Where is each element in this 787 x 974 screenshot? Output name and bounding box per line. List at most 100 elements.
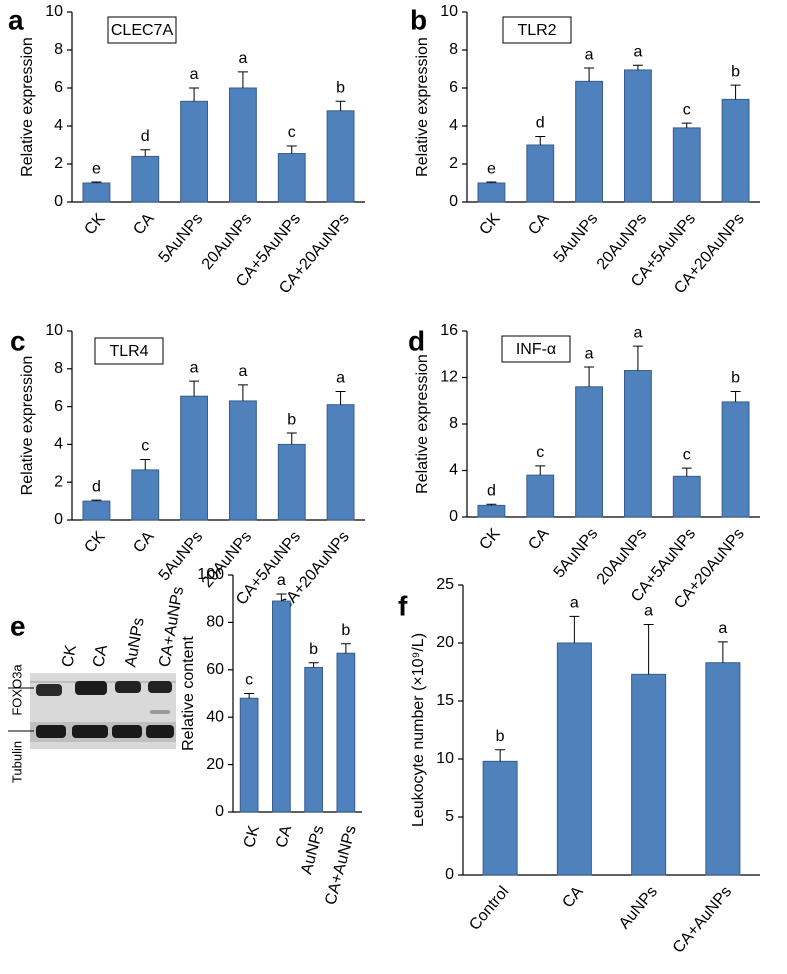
- error-bar: [286, 432, 297, 445]
- bar: [477, 504, 506, 518]
- error-bar: [308, 662, 319, 668]
- significance-letter: b: [731, 370, 740, 387]
- y-tick-label: 5: [445, 808, 454, 825]
- lane-label: CA: [90, 643, 111, 668]
- significance-letter: d: [92, 478, 101, 495]
- y-tick-label: 8: [449, 41, 458, 58]
- significance-letter: b: [341, 622, 350, 639]
- significance-letter: e: [92, 160, 101, 177]
- protein-label: FOXO3a: [9, 664, 24, 716]
- bar: [482, 760, 518, 876]
- significance-letter: a: [277, 572, 286, 589]
- y-tick-label: 0: [449, 193, 458, 210]
- panel-label: f: [398, 590, 408, 621]
- y-tick-label: 8: [449, 415, 458, 432]
- blot-band: [72, 725, 108, 738]
- significance-letter: c: [683, 101, 691, 118]
- significance-letter: a: [190, 66, 199, 83]
- bar: [556, 642, 592, 876]
- significance-letter: b: [731, 63, 740, 80]
- blot-band: [115, 681, 141, 693]
- error-bar: [286, 145, 297, 154]
- bar: [623, 69, 652, 203]
- x-tick-label: CA: [525, 525, 553, 553]
- bar: [131, 469, 160, 521]
- bar: [180, 395, 209, 521]
- y-tick-label: 10: [45, 322, 63, 339]
- lane-label: CK: [59, 643, 80, 668]
- bar: [575, 80, 604, 203]
- y-axis-label: Relative expression: [19, 356, 36, 496]
- bar: [721, 98, 750, 203]
- error-bar: [91, 499, 102, 502]
- blot-band: [148, 681, 172, 693]
- y-axis-label: Leukocyte number (×10⁹/L): [410, 633, 427, 827]
- error-bar: [569, 615, 580, 643]
- error-bar: [495, 749, 506, 762]
- y-tick-label: 4: [54, 117, 63, 134]
- error-bar: [189, 87, 200, 102]
- y-tick-label: 80: [206, 614, 224, 631]
- error-bar: [335, 100, 346, 111]
- error-bar: [140, 459, 151, 470]
- bar: [526, 474, 555, 518]
- y-tick-label: 60: [206, 661, 224, 678]
- x-tick-label: CK: [81, 210, 109, 238]
- x-tick-label: CA+AuNPs: [322, 824, 359, 907]
- blot-band: [36, 725, 66, 738]
- significance-letter: a: [585, 345, 594, 362]
- significance-letter: a: [238, 50, 247, 67]
- bar: [326, 110, 355, 203]
- x-tick-label: AuNPs: [616, 883, 661, 932]
- error-bar: [340, 643, 351, 654]
- error-bar: [632, 64, 643, 70]
- error-bar: [486, 503, 497, 506]
- blot-image: [8, 673, 176, 749]
- bar: [672, 127, 701, 203]
- y-tick-label: 8: [54, 41, 63, 58]
- y-tick-label: 40: [206, 708, 224, 725]
- significance-letter: a: [585, 46, 594, 63]
- bar: [131, 155, 160, 203]
- y-tick-label: 4: [449, 462, 458, 479]
- x-tick-label: CK: [476, 210, 504, 238]
- x-tick-label: CA: [130, 210, 158, 238]
- bar: [672, 475, 701, 518]
- bar: [272, 600, 291, 813]
- error-bar: [276, 593, 287, 602]
- bar: [277, 153, 306, 203]
- significance-letter: c: [683, 446, 691, 463]
- bar: [304, 666, 323, 813]
- y-tick-label: 2: [54, 155, 63, 172]
- y-tick-label: 2: [449, 155, 458, 172]
- chart-title: TLR2: [517, 22, 556, 39]
- y-tick-label: 2: [54, 473, 63, 490]
- significance-letter: a: [633, 324, 642, 341]
- error-bar: [237, 384, 248, 401]
- error-bar: [237, 71, 248, 88]
- protein-label: Tubulin: [9, 741, 24, 783]
- y-tick-label: 8: [54, 360, 63, 377]
- x-tick-label: CK: [81, 528, 109, 556]
- y-tick-label: 12: [440, 369, 458, 386]
- y-tick-label: 25: [436, 576, 454, 593]
- significance-letter: c: [141, 438, 149, 455]
- y-axis-label: Relative expression: [19, 37, 36, 177]
- blot-band: [150, 710, 170, 714]
- error-bar: [486, 181, 497, 183]
- x-tick-label: CA: [273, 823, 295, 849]
- y-tick-label: 15: [436, 692, 454, 709]
- error-bar: [535, 465, 546, 476]
- y-tick-label: 0: [449, 508, 458, 525]
- error-bar: [681, 467, 692, 477]
- y-tick-label: 16: [440, 322, 458, 339]
- error-bar: [730, 390, 741, 402]
- title-box: [94, 337, 164, 365]
- significance-letter: c: [245, 672, 253, 689]
- y-tick-label: 20: [436, 634, 454, 651]
- significance-letter: d: [141, 128, 150, 145]
- y-tick-label: 4: [449, 117, 458, 134]
- error-bar: [140, 149, 151, 157]
- y-tick-label: 10: [440, 3, 458, 20]
- error-bar: [535, 135, 546, 145]
